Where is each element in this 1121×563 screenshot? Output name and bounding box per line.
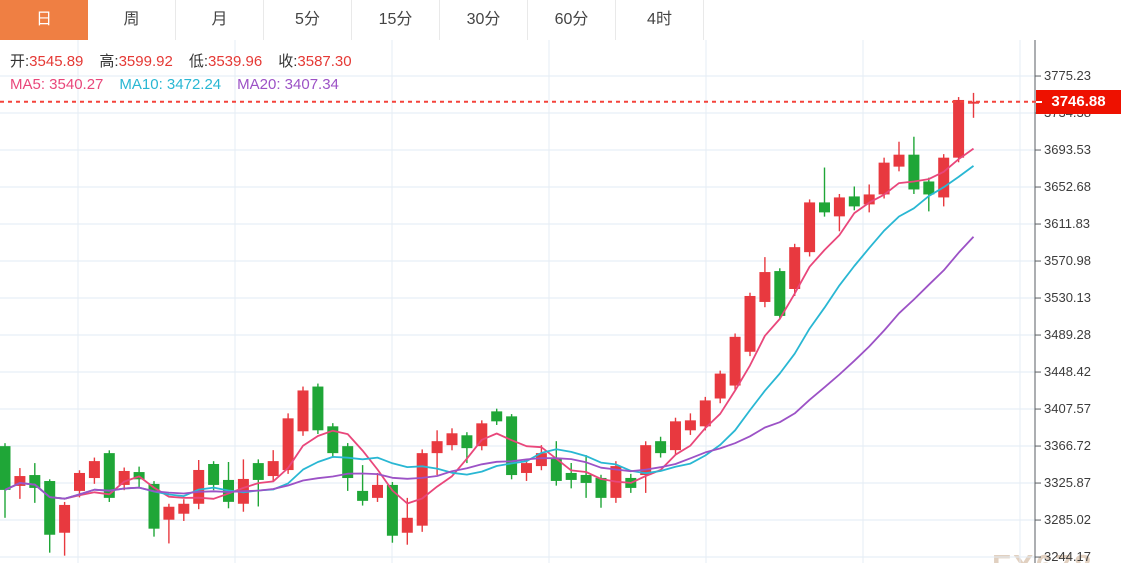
y-tick-label: 3325.87 <box>1044 475 1091 490</box>
candle-body <box>491 411 503 422</box>
ma10-line <box>4 165 975 500</box>
y-tick-label: 3489.28 <box>1044 327 1091 342</box>
candle-body <box>565 472 577 480</box>
candle-body <box>580 474 592 483</box>
y-tick-label: 3530.13 <box>1044 290 1091 305</box>
candlestick-chart-svg[interactable]: 3775.233734.383693.533652.683611.833570.… <box>0 40 1121 563</box>
candle-body <box>461 435 473 449</box>
candle-body <box>521 463 532 473</box>
candle-body <box>819 202 830 213</box>
y-tick-label: 3285.02 <box>1044 512 1091 527</box>
tab-interval-6[interactable]: 60分 <box>528 0 616 40</box>
tab-interval-2[interactable]: 月 <box>176 0 264 40</box>
candle-body <box>893 154 905 167</box>
candle-body <box>744 295 756 352</box>
candle-body <box>833 197 845 217</box>
candle-body <box>59 504 71 533</box>
candle-body <box>0 446 11 490</box>
candle-body <box>178 503 190 514</box>
candle-body <box>968 101 979 104</box>
y-tick-label: 3652.68 <box>1044 179 1091 194</box>
candle-body <box>476 423 488 447</box>
candle-body <box>401 517 413 533</box>
candle-body <box>118 470 130 485</box>
candle-body <box>878 162 890 195</box>
y-tick-label: 3244.17 <box>1044 549 1091 563</box>
candle-body <box>148 483 160 529</box>
candle-body <box>550 458 562 481</box>
candle-body <box>774 271 786 316</box>
candle-body <box>297 390 309 432</box>
candle-body <box>282 418 294 471</box>
tab-interval-4[interactable]: 15分 <box>352 0 440 40</box>
candle-body <box>506 416 518 476</box>
candle-body <box>29 475 41 488</box>
candle-body <box>208 463 220 485</box>
candle-body <box>327 426 339 454</box>
candle-body <box>312 386 324 431</box>
y-tick-label: 3775.23 <box>1044 68 1091 83</box>
tab-interval-7[interactable]: 4时 <box>616 0 704 40</box>
y-tick-label: 3407.57 <box>1044 401 1091 416</box>
interval-tabbar: 日周月 5分 15分 30分 60分 4时 <box>0 0 1121 40</box>
candle-body <box>88 461 100 479</box>
y-tick-label: 3366.72 <box>1044 438 1091 453</box>
candle-body <box>103 453 115 498</box>
current-price-tag: 3746.88 <box>1036 89 1121 114</box>
candle-body <box>267 461 279 477</box>
candlestick-chart-area[interactable]: FX678 3775.233734.383693.533652.683611.8… <box>0 40 1121 563</box>
candle-body <box>386 484 398 536</box>
candle-body <box>684 420 696 431</box>
candle-body <box>714 373 726 399</box>
candle-body <box>699 400 711 427</box>
y-tick-label: 3448.42 <box>1044 364 1091 379</box>
candle-body <box>938 157 950 198</box>
y-tick-label: 3611.83 <box>1044 216 1090 231</box>
candle-body <box>908 154 920 190</box>
candle-body <box>14 476 26 486</box>
candle-body <box>953 99 965 158</box>
candle-body <box>252 463 264 480</box>
candle-body <box>655 441 667 454</box>
candle-body <box>163 506 175 520</box>
candle-body <box>923 181 935 195</box>
y-tick-label: 3570.98 <box>1044 253 1091 268</box>
candle-body <box>759 272 771 302</box>
candle-body <box>729 336 741 386</box>
candle-body <box>848 196 860 207</box>
ma5-line <box>4 147 975 505</box>
candle-body <box>193 469 205 504</box>
candle-body <box>535 453 547 467</box>
candle-body <box>640 445 652 476</box>
candle-body <box>863 194 875 205</box>
ma20-line <box>4 236 975 500</box>
candle-body <box>357 490 369 501</box>
candle-body <box>44 481 56 535</box>
tab-interval-3[interactable]: 5分 <box>264 0 352 40</box>
candle-body <box>595 477 607 498</box>
candle-body <box>416 453 428 526</box>
candle-body <box>670 421 681 451</box>
candle-body <box>446 433 458 446</box>
candle-body <box>789 247 801 290</box>
candle-body <box>342 446 354 479</box>
y-tick-label: 3693.53 <box>1044 142 1091 157</box>
candle-body <box>431 441 443 454</box>
candle-body <box>74 472 85 491</box>
tab-interval-0[interactable]: 日 <box>0 0 88 40</box>
tab-interval-5[interactable]: 30分 <box>440 0 528 40</box>
candle-body <box>804 202 816 253</box>
tab-interval-1[interactable]: 周 <box>88 0 176 40</box>
candle-body <box>372 484 383 498</box>
